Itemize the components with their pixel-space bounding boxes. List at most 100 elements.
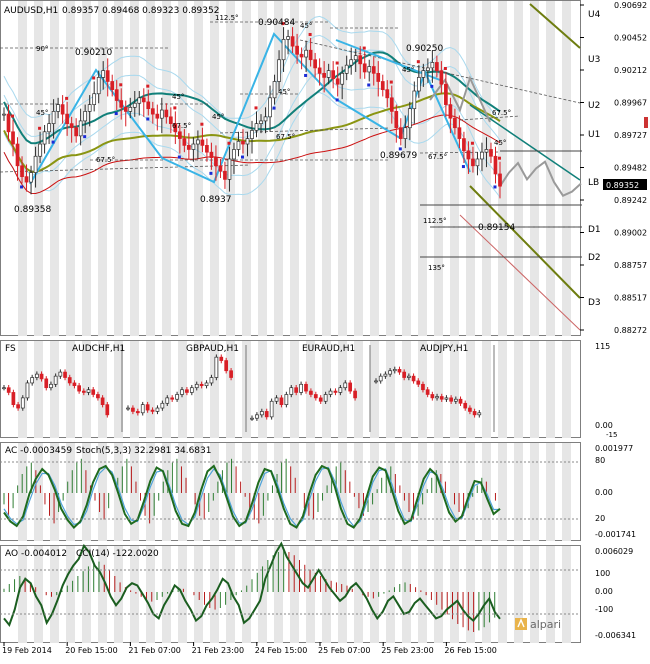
fs-candle-body xyxy=(63,371,67,378)
session-band xyxy=(210,1,219,336)
candle-body xyxy=(489,149,493,157)
pivot-label: U3 xyxy=(588,55,600,65)
session-band xyxy=(306,546,315,643)
candle-body xyxy=(150,108,155,115)
candle-body xyxy=(250,130,254,139)
angle-label: 45° xyxy=(402,66,414,74)
session-band xyxy=(226,443,235,541)
fractal-up-marker xyxy=(227,141,231,145)
session-band xyxy=(546,1,555,336)
fractal-up-marker xyxy=(362,46,366,50)
candle-body xyxy=(47,123,51,133)
angle-label: 112.5° xyxy=(215,14,239,22)
session-band xyxy=(354,1,363,336)
fractal-up-marker xyxy=(65,96,69,100)
ao-scale-label: 0.00 xyxy=(595,587,613,596)
candle-body xyxy=(232,149,236,160)
fractal-down-marker xyxy=(493,185,497,189)
session-band xyxy=(386,546,395,643)
session-band xyxy=(402,341,411,438)
fs-candle-body xyxy=(6,387,11,393)
fs-candle-body xyxy=(44,378,49,389)
fs-candle-body xyxy=(289,387,294,395)
session-band xyxy=(450,443,459,541)
fractal-down-marker xyxy=(209,171,213,175)
session-band xyxy=(114,1,123,336)
fs-candle-body xyxy=(323,394,328,402)
fs-candle-body xyxy=(304,383,308,392)
candle-body xyxy=(132,102,137,108)
session-band xyxy=(130,341,139,438)
fractal-down-marker xyxy=(335,98,339,102)
fs-series-1: AUDCHF,H1 xyxy=(72,344,125,354)
ao-scale-label: 100 xyxy=(595,569,610,578)
candle-body xyxy=(358,55,363,65)
pivot-label: D1 xyxy=(588,225,601,235)
session-band xyxy=(354,546,363,643)
session-band xyxy=(498,546,507,643)
candle-body xyxy=(2,113,6,116)
fs-candle-body xyxy=(150,409,155,412)
candle-body xyxy=(119,100,124,108)
fractal-up-marker xyxy=(200,122,204,126)
session-band xyxy=(146,1,155,336)
session-band xyxy=(98,443,107,541)
fs-candle-body xyxy=(219,356,224,361)
session-band xyxy=(530,546,539,643)
session-band xyxy=(514,443,523,541)
session-band xyxy=(482,341,491,438)
candle-body xyxy=(42,131,47,145)
fs-candle-body xyxy=(145,404,150,411)
session-band xyxy=(162,443,171,541)
candle-body xyxy=(281,38,286,61)
candle-body xyxy=(398,127,403,139)
fs-candle-body xyxy=(39,373,44,380)
candle-body xyxy=(394,111,399,129)
price-annotation: 0.90210 xyxy=(75,48,112,58)
session-band xyxy=(530,1,539,336)
price-annotation: 0.89358 xyxy=(14,205,51,215)
candle-body xyxy=(326,70,331,78)
reference-line xyxy=(299,39,581,104)
session-band xyxy=(498,1,507,336)
session-band xyxy=(258,341,267,438)
projection-line xyxy=(499,160,582,197)
envelope-line xyxy=(3,91,501,198)
candle-body xyxy=(141,97,146,103)
fs-candle-body xyxy=(449,397,453,402)
price-annotation-high: 0.90484 xyxy=(258,18,295,28)
fs-candle-body xyxy=(388,370,392,375)
candle-body xyxy=(484,149,489,153)
ac-scale-label: 0.00 xyxy=(595,488,613,497)
price-annotation: 0.89679 xyxy=(380,151,417,161)
price-scale-label: 0.89002 xyxy=(614,229,647,238)
fs-candle-body xyxy=(416,380,421,385)
fs-candle-body xyxy=(67,377,72,384)
session-band xyxy=(482,1,491,336)
fs-candle-body xyxy=(453,398,458,402)
session-band xyxy=(82,1,91,336)
session-band xyxy=(242,546,251,643)
session-band xyxy=(34,341,43,438)
session-band xyxy=(466,341,475,438)
fractal-down-marker xyxy=(430,84,434,88)
candle-body xyxy=(137,97,142,104)
candle-body xyxy=(263,116,268,122)
session-band xyxy=(514,1,523,336)
pivot-label: U1 xyxy=(588,130,600,140)
fs-candle-body xyxy=(458,398,463,404)
red-moving-average xyxy=(3,114,501,195)
time-axis-label: 25 Feb 23:00 xyxy=(381,646,433,655)
session-band xyxy=(498,443,507,541)
fractal-down-marker xyxy=(20,185,24,189)
session-band xyxy=(562,341,571,438)
fs-candle-body xyxy=(35,373,39,378)
ac-scale-label: -0.001741 xyxy=(595,530,636,539)
fractal-down-marker xyxy=(398,147,402,151)
candle-body xyxy=(128,106,133,112)
session-band xyxy=(482,546,491,643)
session-band xyxy=(546,443,555,541)
candle-body xyxy=(340,72,345,85)
fs-candle-body xyxy=(91,389,96,395)
fs-scale-label: 115 xyxy=(595,342,610,351)
